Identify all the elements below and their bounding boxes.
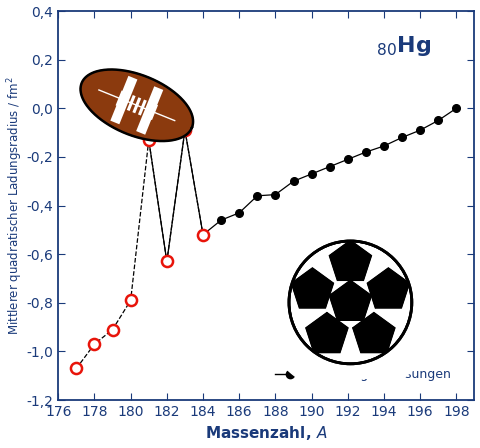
Y-axis label: Mittlerer quadratischer Ladungsradius / fm$^2$: Mittlerer quadratischer Ladungsradius / … (6, 76, 25, 335)
X-axis label: Massenzahl, $A$: Massenzahl, $A$ (205, 424, 328, 443)
Polygon shape (367, 268, 409, 308)
Polygon shape (329, 240, 372, 280)
Polygon shape (258, 210, 443, 395)
Polygon shape (329, 280, 372, 320)
Polygon shape (353, 313, 395, 353)
Legend: Diese Arbeit, Vorherige Messungen: Diese Arbeit, Vorherige Messungen (270, 344, 456, 386)
Polygon shape (81, 69, 193, 141)
Polygon shape (291, 268, 334, 308)
Text: $_{80}$Hg: $_{80}$Hg (376, 34, 432, 58)
Polygon shape (306, 313, 348, 353)
Circle shape (289, 241, 412, 364)
